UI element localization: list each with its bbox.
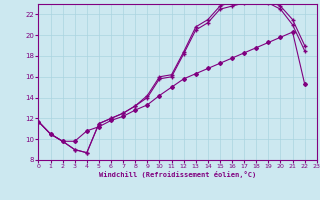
X-axis label: Windchill (Refroidissement éolien,°C): Windchill (Refroidissement éolien,°C) (99, 171, 256, 178)
